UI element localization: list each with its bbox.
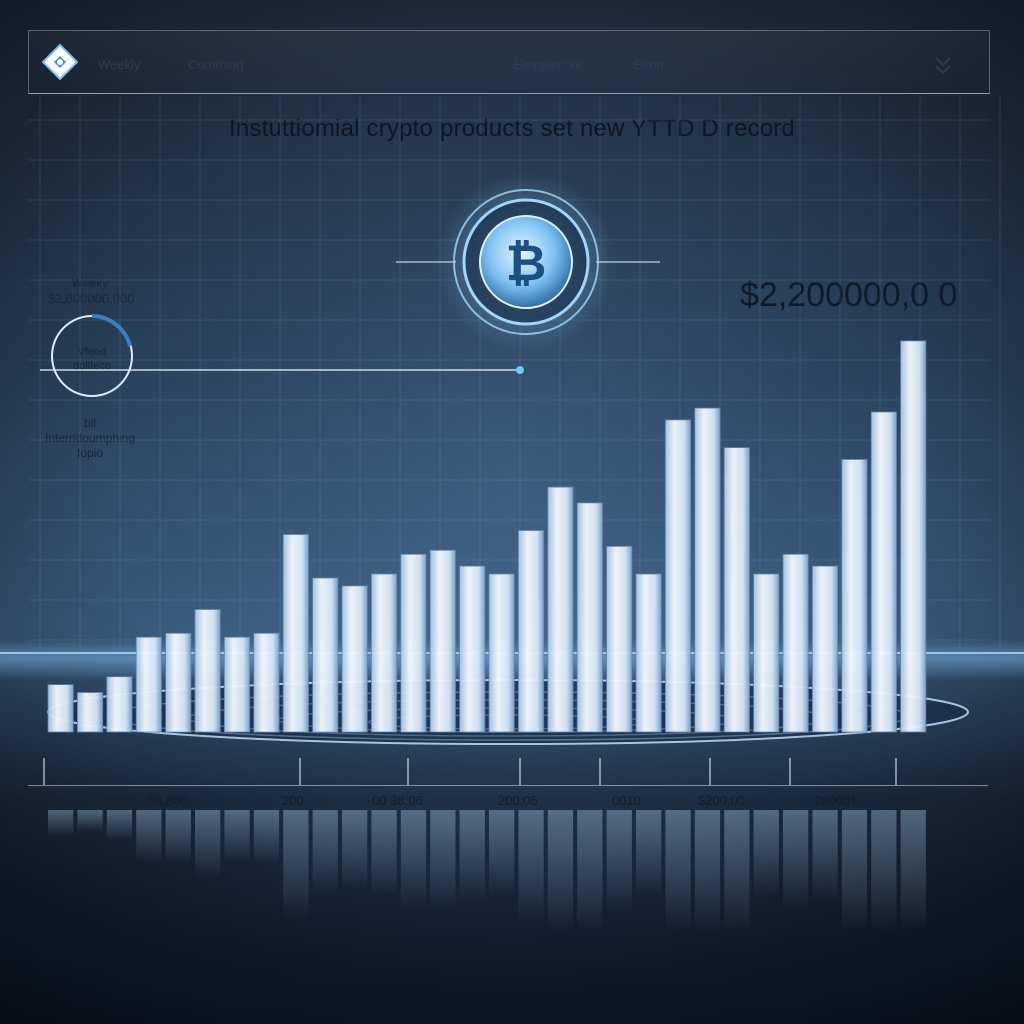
bar xyxy=(782,553,809,733)
top-navigation-bar xyxy=(28,30,990,94)
bar-reflection xyxy=(489,810,515,897)
bar xyxy=(812,565,839,733)
double-chevron-down-icon[interactable] xyxy=(932,52,954,80)
bar-reflection xyxy=(871,810,897,931)
bar xyxy=(753,573,780,733)
bar-reflection xyxy=(665,810,691,931)
svg-text:₿: ₿ xyxy=(506,234,547,292)
bar xyxy=(253,632,280,733)
bar-reflection xyxy=(547,810,574,931)
bar xyxy=(106,676,133,733)
bar xyxy=(370,573,398,733)
x-tick-label: $200,00 xyxy=(698,793,745,808)
bar xyxy=(459,565,486,733)
bar xyxy=(135,636,162,733)
ring-label-1: Vfeed xyxy=(77,346,107,358)
left-indicator xyxy=(40,314,524,397)
bar xyxy=(900,340,927,733)
x-tick-label: 00 38,06 xyxy=(372,793,423,808)
bitcoin-coin-icon: ₿ xyxy=(396,172,660,352)
bar xyxy=(77,692,104,733)
bar-reflection xyxy=(518,810,544,921)
side-bottom-label-3: fopio xyxy=(76,446,104,460)
bar-reflection xyxy=(106,810,133,841)
bar xyxy=(429,549,456,733)
bar-reflection xyxy=(459,810,485,902)
bar-reflection xyxy=(253,810,280,865)
bar-reflection xyxy=(753,810,779,897)
bar-reflection xyxy=(48,810,74,837)
bar-reflection xyxy=(136,810,162,863)
x-tick-label: 280001 xyxy=(814,793,858,808)
bar-reflection xyxy=(77,810,103,832)
diamond-logo-icon[interactable] xyxy=(41,43,79,81)
bar-reflection xyxy=(430,810,456,910)
bar-reflection xyxy=(283,810,309,919)
bar-reflection xyxy=(371,810,397,897)
bar xyxy=(47,684,74,733)
bar xyxy=(841,459,868,733)
x-tick-label: 200 xyxy=(282,793,304,808)
bar-reflection xyxy=(195,810,221,878)
bar xyxy=(870,411,897,733)
bar xyxy=(576,502,603,733)
bar-reflection xyxy=(783,810,809,908)
side-bottom-label-1: bll xyxy=(83,416,96,430)
bar xyxy=(606,546,633,733)
bar-reflection xyxy=(577,810,603,931)
bar-reflection xyxy=(606,810,632,913)
bar xyxy=(635,573,662,733)
x-axis-line xyxy=(28,785,988,786)
bar xyxy=(341,585,368,733)
bar-reflection xyxy=(636,810,662,897)
bar xyxy=(282,534,309,733)
bar xyxy=(312,577,339,733)
side-top-label: Weeky xyxy=(71,276,109,290)
bar-reflection xyxy=(812,810,838,902)
nav-item-comming[interactable]: Comming xyxy=(188,57,244,72)
bars-group xyxy=(47,340,927,733)
x-axis-ticks xyxy=(43,758,897,785)
bar-reflection xyxy=(224,810,250,863)
side-bottom-label-2: Interndoumphing xyxy=(44,431,136,445)
bar-reflections xyxy=(48,810,926,931)
bar-reflection xyxy=(342,810,368,891)
bar xyxy=(547,486,574,733)
nav-item-weekly[interactable]: Weekly xyxy=(98,57,141,72)
bar-reflection xyxy=(312,810,338,895)
bar xyxy=(694,407,721,733)
bar-reflection xyxy=(694,810,721,931)
nav-item-emppiorcke[interactable]: Emppiorcke xyxy=(514,57,583,72)
bar xyxy=(223,636,251,733)
bar-reflection xyxy=(841,810,868,931)
bar xyxy=(165,632,192,733)
x-tick-label: 0010 xyxy=(612,793,641,808)
x-tick-label: 200,06 xyxy=(498,793,538,808)
bar xyxy=(723,447,750,733)
bar xyxy=(518,530,545,733)
bar-reflection xyxy=(400,810,427,908)
ring-label-2: dollfeco xyxy=(73,360,111,372)
nav-item-evon[interactable]: Evon xyxy=(634,57,664,72)
bar-reflection xyxy=(724,810,750,931)
bar-reflection xyxy=(900,810,926,931)
bar-reflection xyxy=(165,810,191,865)
side-top-value: $2,800000,000 xyxy=(47,291,135,306)
headline-value: $2,200000,0 0 xyxy=(740,276,958,314)
bar xyxy=(488,573,515,733)
chart-title: Instuttiomial crypto products set new YT… xyxy=(229,115,795,142)
bar xyxy=(194,609,221,733)
bar xyxy=(665,419,692,733)
bar xyxy=(400,553,427,733)
x-tick-label: 08,806 xyxy=(148,793,188,808)
